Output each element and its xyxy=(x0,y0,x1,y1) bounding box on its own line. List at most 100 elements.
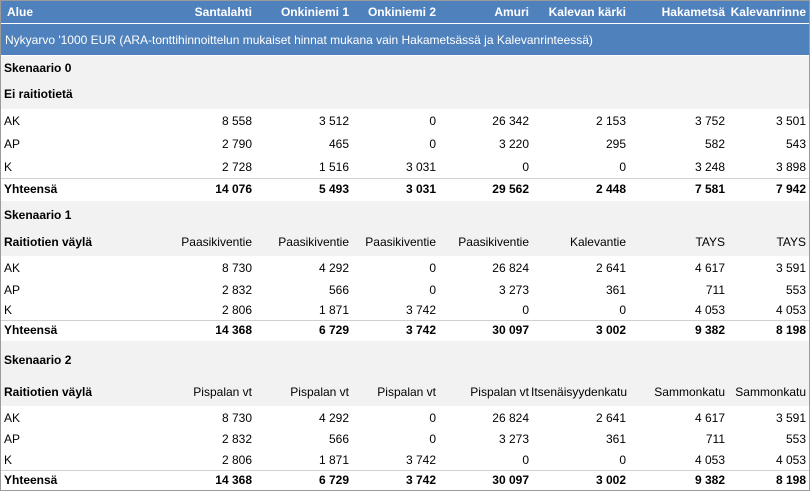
cell: 3 248 xyxy=(694,159,725,174)
table-row: AK 8 730 4 292 0 26 824 2 641 4 617 3 59… xyxy=(1,257,809,279)
total-cell: 6 729 xyxy=(318,323,349,337)
table-row: K 2 806 1 871 3 742 0 0 4 053 4 053 xyxy=(1,449,809,470)
table-row: K 2 806 1 871 3 742 0 0 4 053 4 053 xyxy=(1,300,809,320)
route-cell: Sammonkatu xyxy=(654,385,725,399)
total-cell: 3 002 xyxy=(595,323,626,337)
total-cell: 30 097 xyxy=(492,473,529,487)
cell: 566 xyxy=(328,282,349,297)
cell: 361 xyxy=(605,432,626,446)
cell: 26 824 xyxy=(492,261,529,275)
cell: 3 512 xyxy=(318,114,349,128)
row-label: K xyxy=(4,159,13,174)
cell: 711 xyxy=(705,282,725,297)
cell: 295 xyxy=(605,136,626,151)
cell: 3 742 xyxy=(405,303,436,317)
total-cell: 5 493 xyxy=(318,182,349,196)
row-label: K xyxy=(4,303,13,317)
route-cell: Paasikiventie xyxy=(458,235,529,249)
route-cell: Pispalan vt xyxy=(290,385,349,399)
note-row: Nykyarvo '1000 EUR (ARA-tonttihinnoittel… xyxy=(1,24,809,55)
cell: 0 xyxy=(429,114,436,128)
row-label: AP xyxy=(4,136,21,151)
total-cell: 2 448 xyxy=(595,182,626,196)
cell: 0 xyxy=(619,303,626,317)
total-cell: 3 742 xyxy=(405,473,436,487)
route-row: Raitiotien väylä Pispalan vt Pispalan vt… xyxy=(1,378,809,406)
cell: 3 898 xyxy=(775,159,806,174)
scenario-subtitle: Ei raitiotietä xyxy=(4,87,73,101)
cell: 3 273 xyxy=(498,282,529,297)
cell: 1 871 xyxy=(318,303,349,317)
cell: 26 824 xyxy=(492,411,529,425)
total-cell: 14 368 xyxy=(215,323,252,337)
cell: 3 591 xyxy=(775,261,806,275)
row-label: K xyxy=(4,452,13,467)
route-cell: Paasikiventie xyxy=(278,235,349,249)
cell: 4 617 xyxy=(694,261,725,275)
table-row: K 2 728 1 516 3 031 0 0 3 248 3 898 xyxy=(1,155,809,178)
cell: 4 053 xyxy=(694,452,725,467)
row-label: AP xyxy=(4,282,21,297)
route-cell: Paasikiventie xyxy=(365,235,436,249)
cell: 4 053 xyxy=(775,303,806,317)
total-divider xyxy=(1,320,809,321)
cell: 2 728 xyxy=(221,159,252,174)
note-text: Nykyarvo '1000 EUR (ARA-tonttihinnoittel… xyxy=(5,32,593,47)
route-cell: Kalevantie xyxy=(569,235,626,249)
cell: 26 342 xyxy=(492,114,529,128)
cell: 4 053 xyxy=(775,452,806,467)
scenario-title: Skenaario 1 xyxy=(4,207,72,222)
cell: 8 558 xyxy=(221,114,252,128)
cell: 0 xyxy=(429,136,436,151)
total-label: Yhteensä xyxy=(4,182,58,196)
total-cell: 3 031 xyxy=(405,182,436,196)
cell: 566 xyxy=(328,432,349,446)
header-row: Alue Santalahti Onkiniemi 1 Onkiniemi 2 … xyxy=(1,1,809,23)
cell: 2 806 xyxy=(221,452,252,467)
total-cell: 29 562 xyxy=(492,182,529,196)
row-label: AK xyxy=(4,411,21,425)
cell: 2 832 xyxy=(221,432,252,446)
cell: 0 xyxy=(429,432,436,446)
cell: 4 292 xyxy=(318,411,349,425)
total-label: Yhteensä xyxy=(4,323,58,337)
cell: 3 752 xyxy=(694,114,725,128)
col-header: Kalevan kärki xyxy=(548,5,626,19)
total-cell: 14 368 xyxy=(215,473,252,487)
cell: 2 153 xyxy=(595,114,626,128)
header-label: Alue xyxy=(7,5,34,19)
cell: 4 053 xyxy=(694,303,725,317)
total-divider xyxy=(1,178,809,179)
cell: 3 591 xyxy=(775,411,806,425)
total-cell: 8 198 xyxy=(775,473,806,487)
scenario-title: Skenaario 0 xyxy=(4,60,72,75)
col-header: Hakametsä xyxy=(661,5,725,19)
route-cell: Itsenäisyydenkatu xyxy=(531,385,628,399)
cell: 8 730 xyxy=(221,261,252,275)
cell: 543 xyxy=(785,136,806,151)
route-cell: Pispalan vt xyxy=(470,385,529,399)
route-cell: Pispalan vt xyxy=(377,385,436,399)
total-cell: 30 097 xyxy=(492,323,529,337)
cell: 2 641 xyxy=(595,261,626,275)
col-header: Santalahti xyxy=(194,5,252,19)
route-cell: Sammonkatu xyxy=(735,385,806,399)
cell: 2 641 xyxy=(595,411,626,425)
col-header: Kalevanrinne xyxy=(730,5,806,19)
cell: 3 501 xyxy=(775,114,806,128)
total-label: Yhteensä xyxy=(4,473,58,487)
table-row: AP 2 790 465 0 3 220 295 582 543 xyxy=(1,132,809,155)
cell: 0 xyxy=(522,303,529,317)
cell: 0 xyxy=(429,282,436,297)
cell: 711 xyxy=(705,432,725,446)
cell: 553 xyxy=(785,432,806,446)
cell: 0 xyxy=(522,159,529,174)
cell: 0 xyxy=(619,159,626,174)
total-cell: 6 729 xyxy=(318,473,349,487)
route-cell: Pispalan vt xyxy=(193,385,252,399)
col-header: Onkiniemi 1 xyxy=(280,5,349,19)
scenario-title-row: Skenaario 0 xyxy=(1,56,809,79)
total-cell: 3 002 xyxy=(595,473,626,487)
row-label: AK xyxy=(4,261,21,275)
